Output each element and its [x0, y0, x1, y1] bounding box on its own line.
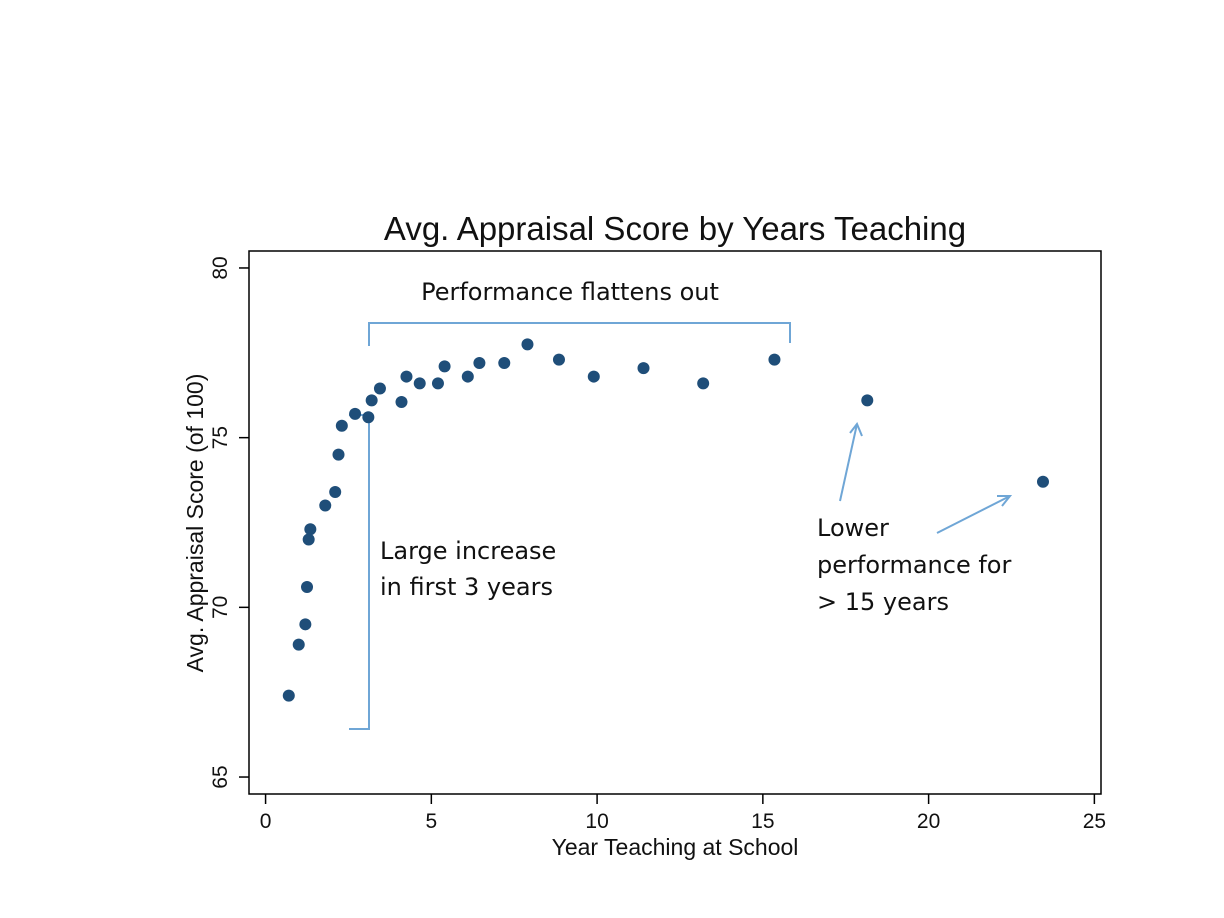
y-tick-label: 65	[209, 765, 232, 788]
y-axis-label: Avg. Appraisal Score (of 100)	[182, 374, 208, 673]
x-tick-label: 0	[260, 810, 272, 833]
data-point	[395, 396, 408, 409]
x-tick-label: 25	[1083, 810, 1106, 833]
data-point	[461, 370, 474, 383]
data-point	[299, 618, 312, 631]
y-tick-label: 70	[209, 596, 232, 619]
chart-title: Avg. Appraisal Score by Years Teaching	[384, 210, 966, 247]
data-point	[329, 485, 342, 498]
x-tick-label: 20	[917, 810, 940, 833]
data-point	[521, 338, 534, 351]
increase-annotation-line-2: in first 3 years	[380, 573, 553, 601]
lower-annotation-line-2: performance for	[817, 551, 1011, 579]
data-point	[413, 377, 426, 390]
data-point	[637, 362, 650, 375]
lower-annotation-line-3: > 15 years	[817, 588, 949, 616]
y-tick-label: 75	[209, 426, 232, 449]
arrow-to-23-years	[936, 495, 1013, 534]
data-point	[365, 394, 378, 407]
data-point	[587, 370, 600, 383]
data-point	[332, 448, 345, 461]
data-point	[431, 377, 444, 390]
increase-annotation-line-1: Large increase	[380, 537, 556, 565]
flatten-annotation: Performance flattens out	[421, 278, 719, 306]
data-point	[498, 356, 511, 369]
plot-frame	[248, 250, 1102, 795]
x-axis-label: Year Teaching at School	[552, 834, 799, 860]
lower-annotation-line-1: Lower	[817, 514, 889, 542]
data-point	[335, 419, 348, 432]
data-point	[400, 370, 413, 383]
data-point	[438, 360, 451, 373]
y-tick-label: 80	[209, 256, 232, 279]
data-point	[1036, 475, 1049, 488]
data-point	[473, 356, 486, 369]
data-point	[292, 638, 305, 651]
data-point	[304, 523, 317, 536]
data-point	[861, 394, 874, 407]
data-point	[301, 580, 314, 593]
data-point	[697, 377, 710, 390]
data-point	[282, 689, 295, 702]
data-point	[373, 382, 386, 395]
arrow-to-18-years	[839, 422, 863, 502]
x-tick-label: 15	[751, 810, 774, 833]
data-point	[362, 411, 375, 424]
x-tick-label: 10	[585, 810, 608, 833]
x-tick-label: 5	[425, 810, 437, 833]
data-point	[319, 499, 332, 512]
data-points	[282, 338, 1049, 702]
flatten-bracket	[368, 322, 791, 346]
data-point	[552, 353, 565, 366]
data-point	[349, 407, 362, 420]
x-axis: 0 5 10 15 20 25	[260, 794, 1106, 833]
y-axis: 65 70 75 80	[209, 256, 249, 789]
data-point	[302, 533, 315, 546]
data-point	[768, 353, 781, 366]
